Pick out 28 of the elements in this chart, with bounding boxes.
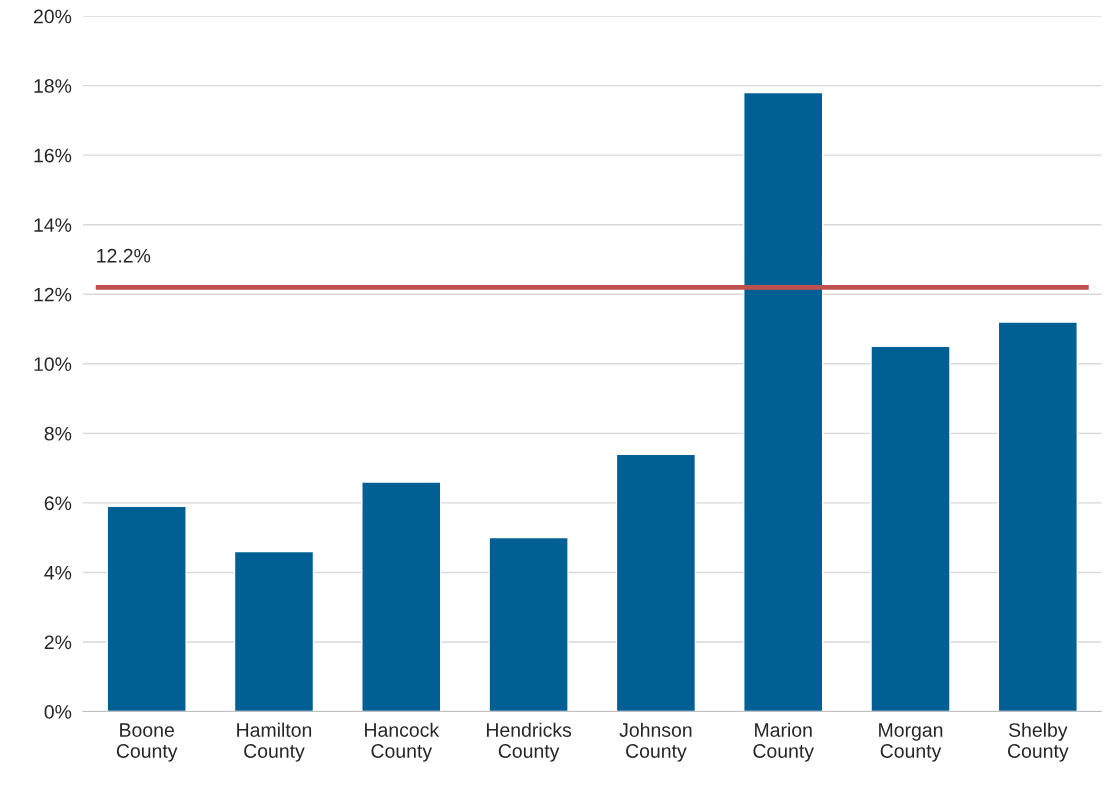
x-tick-label: Marion County [753,722,814,762]
bar [106,505,187,712]
bar [488,536,569,712]
bar [233,550,315,712]
y-tick-label: 8% [44,426,72,441]
bar [615,453,697,712]
ref-line-label: 12.2% [97,248,151,263]
x-tick-label: Shelby County [1008,722,1069,762]
y-tick-label: 2% [44,635,72,650]
y-tick-label: 18% [34,79,72,93]
y-tick-label: 10% [34,357,72,372]
bar [870,345,951,712]
bar [743,91,824,712]
x-tick-label: Boone County [116,723,178,762]
x-tick-label: Hamilton County [237,722,312,762]
x-tick-label: Hendricks County [486,722,572,762]
y-tick-label: 14% [34,218,72,232]
y-tick-label: 16% [34,148,72,163]
y-tick-label: 0% [44,705,72,719]
y-tick-label: 20% [33,9,72,24]
y-tick-label: 6% [44,496,72,511]
x-tick-label: Hancock County [365,722,440,762]
y-tick-label: 4% [44,566,72,580]
bar [361,481,442,712]
x-tick-label: Morgan County [879,723,943,762]
y-tick-label: 12% [34,287,72,302]
bar [997,321,1078,712]
x-tick-label: Johnson County [619,722,692,762]
